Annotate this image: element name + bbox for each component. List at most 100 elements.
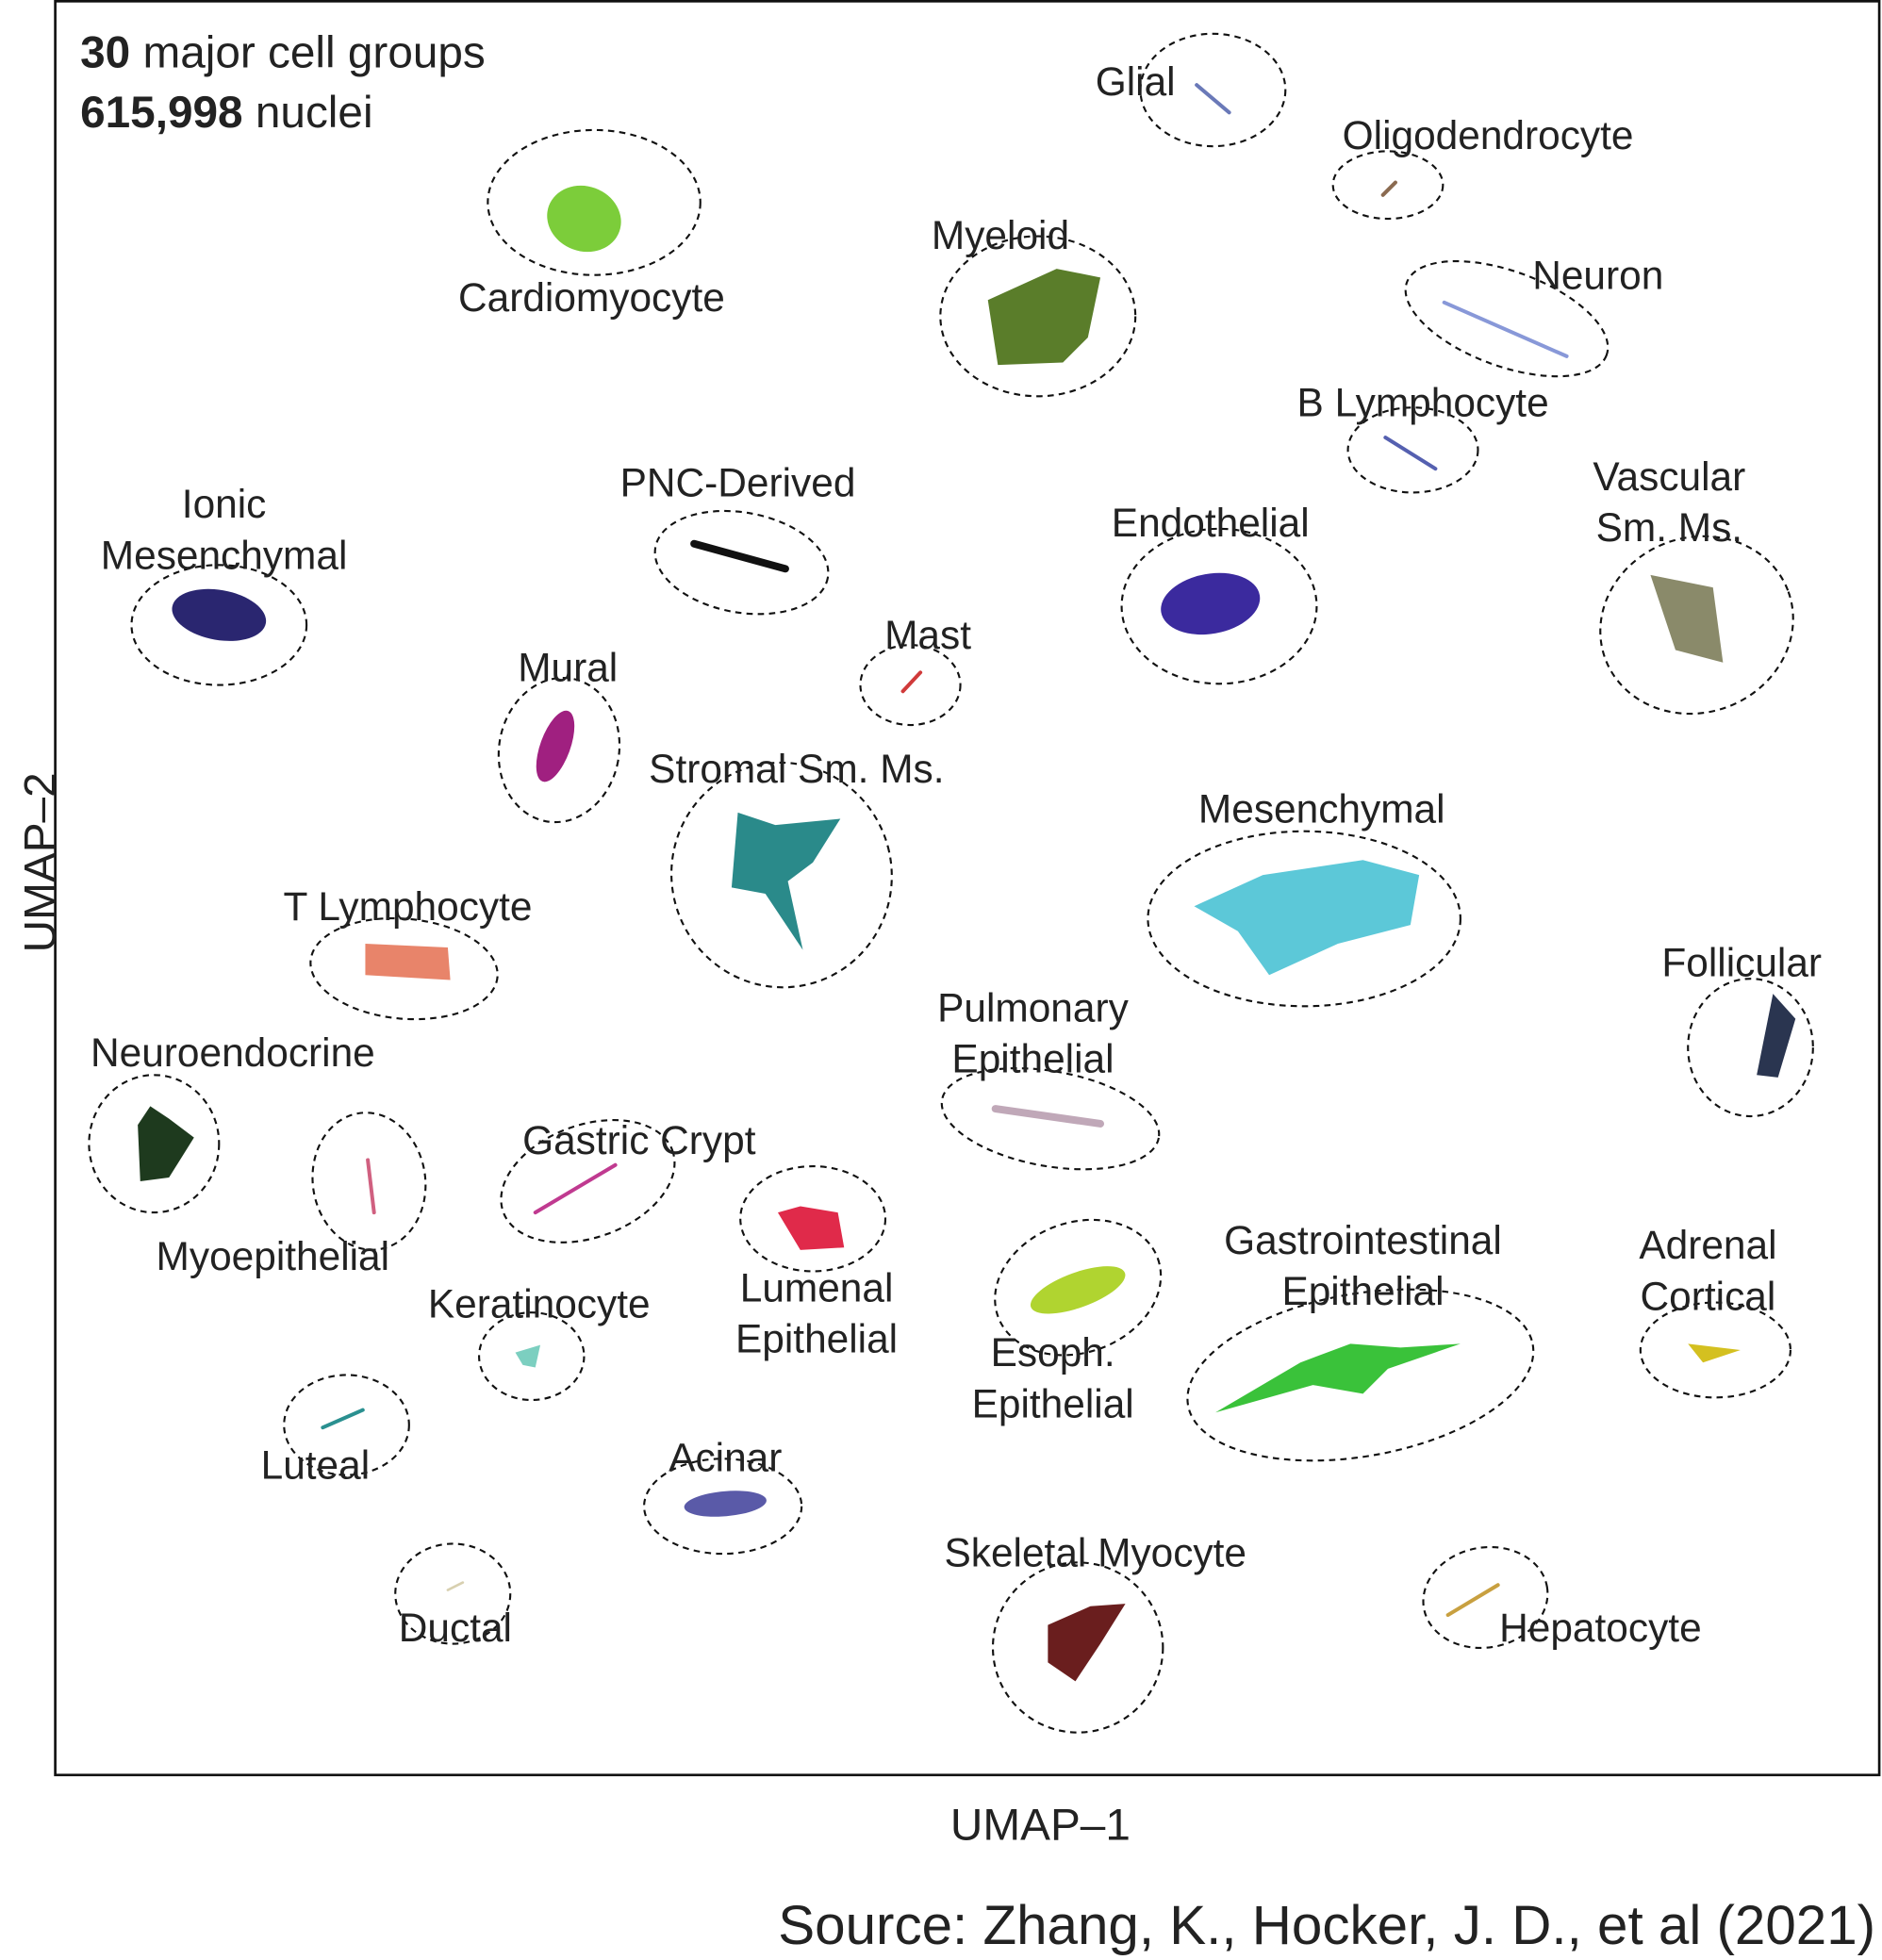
cluster-outline [1599, 535, 1794, 716]
cluster-outline [497, 676, 621, 824]
cluster-points [321, 1408, 365, 1430]
cluster-label: Stromal Sm. Ms. [649, 747, 944, 791]
cluster-outline [1186, 1288, 1535, 1462]
cell-group-count: 30 [80, 28, 130, 78]
header-line-1: 30 major cell groups [80, 28, 486, 78]
cluster-label: Pulmonary [937, 985, 1129, 1029]
clusters: Glial Oligodendrocyte Cardiomyocyte Myeloid… [88, 32, 1822, 1734]
cluster-points [1650, 574, 1724, 663]
cluster-label: B Lymphocyte [1297, 381, 1549, 425]
cluster-points [365, 944, 451, 980]
cluster-outline [309, 916, 499, 1021]
x-axis-label: UMAP–1 [950, 1801, 1131, 1851]
cluster-points [1442, 300, 1569, 358]
cluster-points [684, 1491, 767, 1517]
cluster-outline [670, 761, 893, 989]
cluster-label: Gastric Crypt [522, 1118, 756, 1162]
cluster-points [172, 588, 267, 641]
cluster-label: Esoph. [991, 1330, 1115, 1375]
cluster-label: Epithelial [735, 1317, 898, 1361]
nuclei-count: 615,998 [80, 88, 243, 138]
cluster-outline [311, 1112, 427, 1251]
cluster-outline [1687, 978, 1814, 1118]
cluster-points [1688, 1343, 1741, 1363]
cluster-label: Ionic [182, 482, 267, 526]
cluster-label: Myeloid [932, 213, 1069, 257]
nuclei-label: nuclei [256, 88, 373, 138]
cluster-points [1194, 860, 1420, 976]
cluster-outline [1346, 406, 1479, 494]
cluster-outline [994, 1218, 1163, 1357]
cluster-points [1030, 1266, 1126, 1314]
cluster-label: Epithelial [951, 1037, 1114, 1081]
cluster-outline [130, 564, 308, 686]
cluster-outline [1139, 32, 1287, 148]
source-note: Source: Zhang, K., Hocker, J. D., et al … [778, 1895, 1875, 1956]
cluster-points [731, 812, 841, 950]
cluster-points [515, 1344, 541, 1368]
cluster-points [533, 1162, 618, 1215]
cluster-points [1048, 1604, 1126, 1682]
cluster-outline [939, 235, 1137, 398]
cluster-outline [487, 128, 702, 276]
cluster-points [777, 1206, 845, 1250]
cluster-points [1195, 83, 1231, 115]
cluster-label: Glial [1096, 59, 1176, 104]
cluster-outline [478, 1311, 586, 1402]
cluster-label: Mesenchymal [1198, 786, 1445, 831]
cluster-points [1383, 436, 1438, 471]
cluster-outline [283, 1374, 410, 1476]
cluster-label: Mesenchymal [101, 533, 348, 577]
cluster-label: Acinar [669, 1436, 782, 1480]
cluster-label: Lumenal [740, 1265, 894, 1309]
cluster-outline [1147, 830, 1461, 1008]
cluster-outline [1331, 150, 1445, 221]
cluster-label: Endothelial [1112, 501, 1310, 545]
cluster-points [446, 1581, 465, 1591]
cluster-points [1380, 180, 1397, 197]
cell-group-label: major cell groups [142, 28, 485, 78]
plot-frame [54, 0, 1881, 1777]
cluster-points [987, 269, 1101, 366]
cluster-label: PNC-Derived [620, 460, 856, 504]
header-line-2: 615,998 nuclei [80, 88, 372, 138]
cluster-points [991, 1105, 1105, 1128]
cluster-outline [739, 1164, 887, 1273]
cluster-label: Epithelial [972, 1382, 1134, 1426]
cluster-points [138, 1106, 194, 1181]
cluster-label: Skeletal Myocyte [944, 1530, 1246, 1574]
cluster-outline [1422, 1545, 1549, 1650]
cluster-outline [991, 1561, 1164, 1734]
cluster-outline [88, 1074, 221, 1214]
cluster-label: Adrenal [1639, 1223, 1776, 1267]
cluster-label: Ductal [399, 1606, 512, 1650]
cluster-outline [940, 1067, 1161, 1171]
cluster-label: Vascular [1593, 454, 1745, 499]
cluster-outline [859, 644, 962, 727]
cluster-label: Oligodendrocyte [1343, 113, 1634, 157]
cluster-points [366, 1158, 376, 1215]
cluster-outline [394, 1542, 512, 1645]
cluster-label: T Lymphocyte [284, 884, 533, 929]
cluster-points [536, 710, 575, 782]
cluster-label: Luteal [261, 1443, 371, 1488]
cluster-label: Gastrointestinal [1224, 1218, 1502, 1262]
cluster-label: Neuroendocrine [91, 1030, 375, 1075]
cluster-outline [1639, 1301, 1792, 1399]
cluster-outline [500, 1119, 676, 1244]
cluster-points [547, 185, 621, 253]
cluster-label: Follicular [1661, 941, 1822, 985]
cluster-label: Sm. Ms. [1596, 505, 1742, 550]
cluster-outline [643, 1458, 803, 1556]
cluster-label: Cortical [1641, 1275, 1776, 1319]
cluster-label: Cardiomyocyte [458, 275, 725, 320]
cluster-outline [1404, 259, 1610, 378]
cluster-label: Mural [518, 646, 618, 690]
cluster-points [1215, 1343, 1461, 1413]
cluster-label: Neuron [1532, 253, 1663, 297]
cluster-points [1757, 994, 1796, 1078]
y-axis-label: UMAP–2 [16, 772, 66, 952]
cluster-label: Mast [884, 613, 971, 657]
cluster-label: Epithelial [1281, 1269, 1444, 1313]
